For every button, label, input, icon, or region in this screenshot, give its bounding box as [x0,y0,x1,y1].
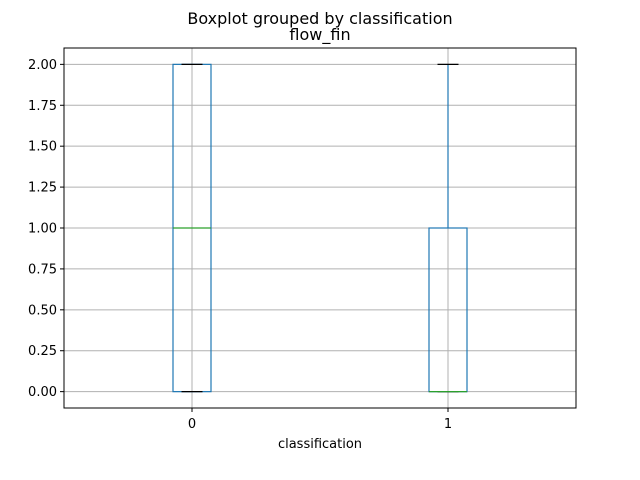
y-tick-label: 0.75 [28,262,57,277]
y-tick-label: 0.50 [28,303,57,318]
chart-suptitle: Boxplot grouped by classification [187,9,452,28]
y-tick-label: 1.00 [28,222,57,237]
chart-title: flow_fin [289,25,350,45]
x-tick-label: 0 [188,417,196,432]
y-tick-label: 1.50 [28,140,57,155]
box-group [428,63,468,393]
y-tick-label: 1.75 [28,99,57,114]
x-tick-label: 1 [444,417,452,432]
y-tick-label: 1.25 [28,181,57,196]
y-tick-label: 0.25 [28,344,57,359]
y-tick-label: 0.00 [28,385,57,400]
x-axis-label: classification [278,437,362,452]
grid-lines [64,48,576,408]
boxes [172,63,468,393]
plot-frame [63,47,577,409]
y-axis-ticks: 0.00 0.25 0.50 0.75 1.00 1.25 1.50 1.75 2.00 [28,58,64,400]
y-tick-label: 2.00 [28,58,57,73]
box-group [172,63,212,393]
